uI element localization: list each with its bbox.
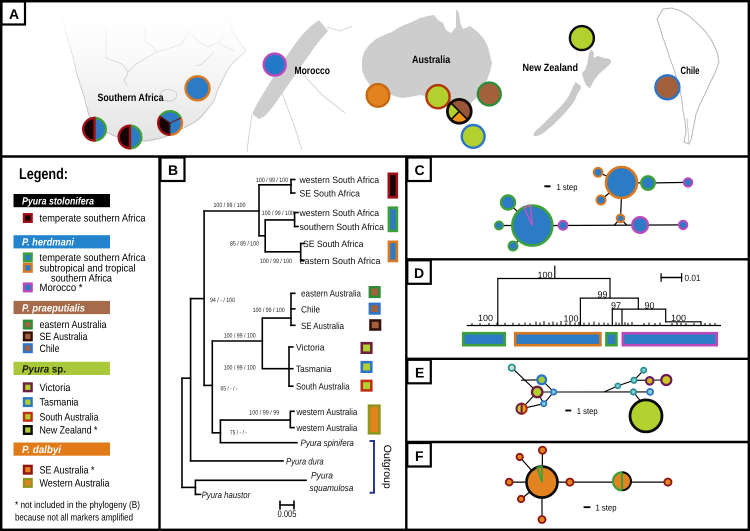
svg-text:western South Africa: western South Africa bbox=[299, 175, 380, 185]
svg-text:P. dalbyi: P. dalbyi bbox=[22, 444, 62, 456]
svg-text:94 / - / 100: 94 / - / 100 bbox=[210, 297, 235, 304]
svg-text:western Australia: western Australia bbox=[296, 423, 358, 433]
svg-text:SE South Africa: SE South Africa bbox=[300, 189, 361, 199]
svg-text:P. praeputialis: P. praeputialis bbox=[22, 302, 85, 314]
svg-text:subtropical and tropical: subtropical and tropical bbox=[40, 262, 136, 274]
svg-text:100: 100 bbox=[671, 313, 686, 323]
svg-text:squamulosa: squamulosa bbox=[310, 483, 354, 493]
svg-text:100 / 99 / 100: 100 / 99 / 100 bbox=[253, 307, 285, 314]
svg-text:western South Africa: western South Africa bbox=[299, 208, 380, 218]
svg-text:F: F bbox=[415, 448, 424, 464]
svg-text:85 / 89 / 100: 85 / 89 / 100 bbox=[230, 240, 259, 247]
svg-text:100: 100 bbox=[563, 313, 578, 323]
svg-text:1 step: 1 step bbox=[577, 406, 598, 416]
svg-text:southern South Africa: southern South Africa bbox=[300, 222, 385, 232]
svg-text:SE Australia: SE Australia bbox=[40, 331, 88, 343]
svg-text:Morocco: Morocco bbox=[295, 65, 331, 77]
svg-text:South Australia: South Australia bbox=[296, 382, 350, 392]
svg-text:SE South Africa: SE South Africa bbox=[303, 239, 364, 249]
svg-text:Pyura dura: Pyura dura bbox=[286, 456, 324, 466]
svg-text:Chile: Chile bbox=[40, 343, 60, 355]
svg-text:Pyura spinifera: Pyura spinifera bbox=[301, 438, 354, 448]
svg-text:Pyura stolonifera: Pyura stolonifera bbox=[22, 196, 94, 208]
svg-text:Tasmania: Tasmania bbox=[40, 397, 79, 409]
svg-text:99: 99 bbox=[597, 289, 607, 299]
svg-text:100 / 99 / 100: 100 / 99 / 100 bbox=[260, 258, 292, 265]
svg-text:Outgroup: Outgroup bbox=[381, 445, 393, 489]
svg-text:SE Australia: SE Australia bbox=[301, 321, 345, 331]
svg-text:because not all markers amplif: because not all markers amplified bbox=[15, 513, 133, 524]
svg-text:A: A bbox=[9, 6, 19, 22]
svg-text:Pyura: Pyura bbox=[311, 471, 333, 481]
svg-text:temperate southern Africa: temperate southern Africa bbox=[40, 252, 146, 264]
svg-text:0.01: 0.01 bbox=[685, 273, 701, 283]
svg-text:eastern South Africa: eastern South Africa bbox=[300, 256, 382, 266]
svg-text:Victoria: Victoria bbox=[40, 382, 71, 394]
svg-text:0.005: 0.005 bbox=[278, 509, 297, 520]
svg-text:E: E bbox=[415, 365, 424, 381]
svg-text:Western Australia: Western Australia bbox=[40, 478, 110, 490]
svg-text:eastern Australia: eastern Australia bbox=[40, 319, 107, 331]
svg-text:southern Africa: southern Africa bbox=[51, 273, 112, 285]
svg-text:SE Australia *: SE Australia * bbox=[40, 464, 95, 476]
svg-text:100 / 99 / 99: 100 / 99 / 99 bbox=[249, 410, 279, 417]
svg-text:65 / - / -: 65 / - / - bbox=[221, 385, 238, 392]
svg-text:75 / - / -: 75 / - / - bbox=[230, 430, 247, 437]
svg-text:100 / 99 / 100: 100 / 99 / 100 bbox=[224, 333, 256, 340]
svg-text:western Australia: western Australia bbox=[296, 407, 358, 417]
svg-text:Morocco *: Morocco * bbox=[40, 282, 83, 294]
svg-text:1 step: 1 step bbox=[557, 182, 578, 192]
svg-text:eastern Australia: eastern Australia bbox=[301, 288, 362, 298]
svg-text:New Zealand: New Zealand bbox=[523, 62, 579, 74]
svg-text:Chile: Chile bbox=[301, 304, 320, 314]
svg-text:Tasmania: Tasmania bbox=[296, 364, 332, 374]
svg-text:C: C bbox=[415, 162, 425, 178]
svg-text:* not included in the phylogen: * not included in the phylogeny (B) bbox=[15, 500, 140, 511]
svg-text:New Zealand *: New Zealand * bbox=[40, 425, 98, 437]
svg-text:100: 100 bbox=[537, 270, 552, 280]
svg-text:Pyura haustor: Pyura haustor bbox=[202, 490, 251, 500]
svg-text:90: 90 bbox=[644, 300, 654, 310]
svg-text:South Australia: South Australia bbox=[40, 411, 99, 423]
svg-text:P. herdmani: P. herdmani bbox=[22, 237, 75, 249]
svg-text:100 / 99 / 100: 100 / 99 / 100 bbox=[214, 202, 246, 209]
svg-text:100 / 99 / 100: 100 / 99 / 100 bbox=[256, 177, 288, 184]
svg-text:Victoria: Victoria bbox=[296, 343, 325, 353]
svg-text:97: 97 bbox=[611, 300, 621, 310]
svg-text:1 step: 1 step bbox=[596, 503, 617, 513]
svg-text:temperate southern Africa: temperate southern Africa bbox=[40, 213, 146, 225]
svg-text:D: D bbox=[414, 265, 424, 281]
svg-text:100: 100 bbox=[478, 313, 493, 323]
svg-text:Australia: Australia bbox=[412, 54, 450, 66]
svg-text:100 / 99 / 100: 100 / 99 / 100 bbox=[262, 210, 294, 217]
svg-text:Chile: Chile bbox=[681, 65, 700, 77]
svg-text:Southern Africa: Southern Africa bbox=[98, 92, 164, 104]
svg-text:B: B bbox=[168, 162, 178, 178]
svg-text:Pyura sp.: Pyura sp. bbox=[22, 363, 66, 375]
svg-text:Legend:: Legend: bbox=[19, 166, 68, 183]
svg-text:100 / 99 / 100: 100 / 99 / 100 bbox=[224, 364, 256, 371]
